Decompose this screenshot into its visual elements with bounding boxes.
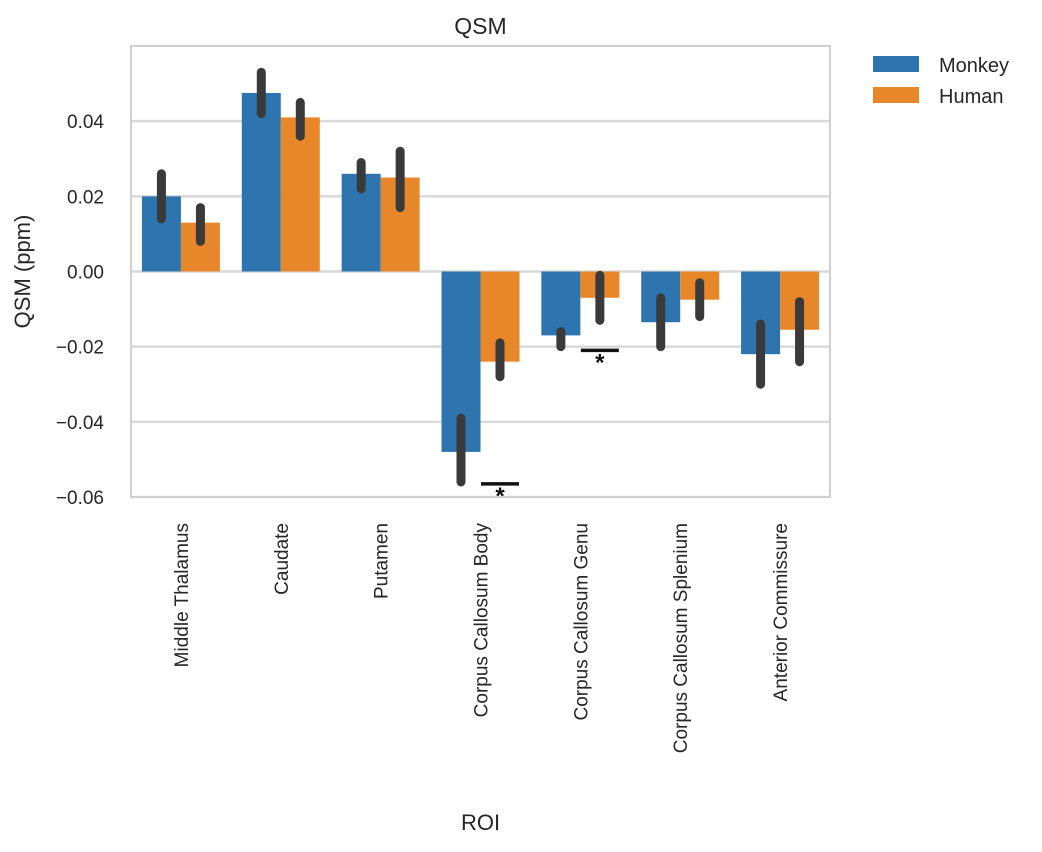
y-tick-label: 0.04 [67, 112, 104, 133]
y-tick-label: −0.06 [56, 488, 104, 509]
legend-label-human: Human [939, 86, 1003, 108]
chart-title: QSM [454, 13, 506, 39]
x-tick-label: Anterior Commissure [771, 523, 792, 701]
y-axis-label: QSM (ppm) [10, 215, 35, 329]
legend-swatch-human [873, 87, 919, 103]
legend: Monkey Human [873, 55, 1009, 108]
x-tick-label: Putamen [372, 523, 393, 599]
y-tick-labels: 0.04 0.02 0.00 −0.02 −0.04 −0.06 [56, 112, 105, 509]
y-tick-label: −0.02 [56, 338, 104, 359]
x-tick-labels: Middle Thalamus Caudate Putamen Corpus Call… [172, 523, 792, 754]
y-tick-label: 0.02 [67, 187, 104, 208]
legend-label-monkey: Monkey [939, 55, 1009, 77]
bar-monkey [241, 92, 281, 272]
x-tick-label: Caudate [272, 523, 293, 595]
x-axis-label: ROI [461, 810, 500, 835]
y-tick-label: −0.04 [56, 413, 105, 434]
bar-human [280, 117, 320, 272]
error-bars-group [156, 67, 805, 487]
x-tick-label: Corpus Callosum Genu [571, 523, 592, 720]
x-tick-label: Corpus Callosum Splenium [671, 523, 692, 753]
y-tick-label: 0.00 [67, 263, 104, 284]
significance-star: * [595, 349, 605, 376]
x-tick-label: Corpus Callosum Body [472, 523, 493, 718]
bar-monkey [541, 271, 581, 336]
x-tick-label: Middle Thalamus [172, 523, 193, 667]
legend-swatch-monkey [873, 56, 919, 72]
plot-frame [130, 45, 831, 498]
